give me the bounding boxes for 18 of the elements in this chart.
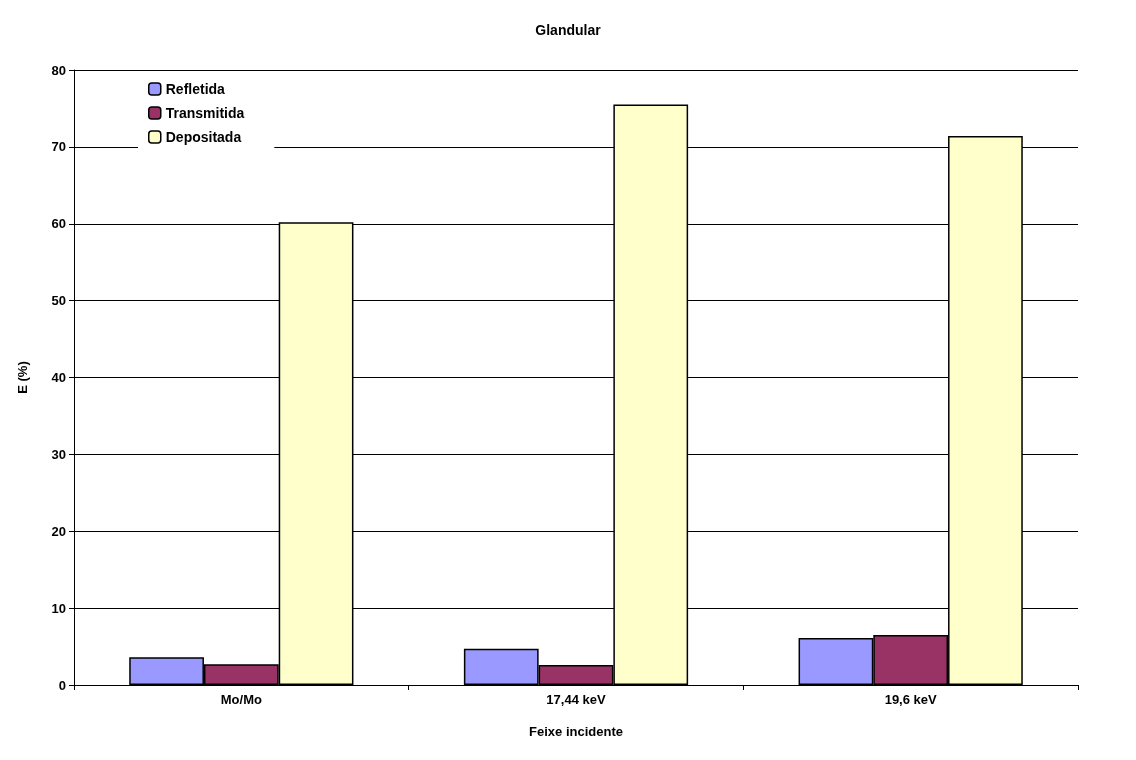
y-tick-label: 70 xyxy=(51,139,66,155)
y-tick-label: 50 xyxy=(51,293,66,309)
y-tick-label: 80 xyxy=(51,62,66,78)
y-tick-label: 30 xyxy=(51,446,66,462)
y-tick-label: 10 xyxy=(51,600,66,616)
x-axis-title: Feixe incidente xyxy=(529,724,623,739)
legend-label: Depositada xyxy=(165,129,242,145)
x-tick-label: Mo/Mo xyxy=(220,692,262,707)
x-tick-label: 17,44 keV xyxy=(546,692,606,707)
y-tick-label: 20 xyxy=(51,523,66,539)
y-tick-label: 40 xyxy=(51,370,66,385)
y-tick-label: 0 xyxy=(58,677,66,693)
chart-title: Glandular xyxy=(535,22,602,38)
x-tick-label: 19,6 keV xyxy=(884,692,938,707)
y-axis-title: E (%) xyxy=(15,361,30,394)
y-tick-label: 60 xyxy=(51,216,66,232)
legend-label: Refletida xyxy=(165,81,226,97)
legend-label: Transmitida xyxy=(165,105,245,121)
